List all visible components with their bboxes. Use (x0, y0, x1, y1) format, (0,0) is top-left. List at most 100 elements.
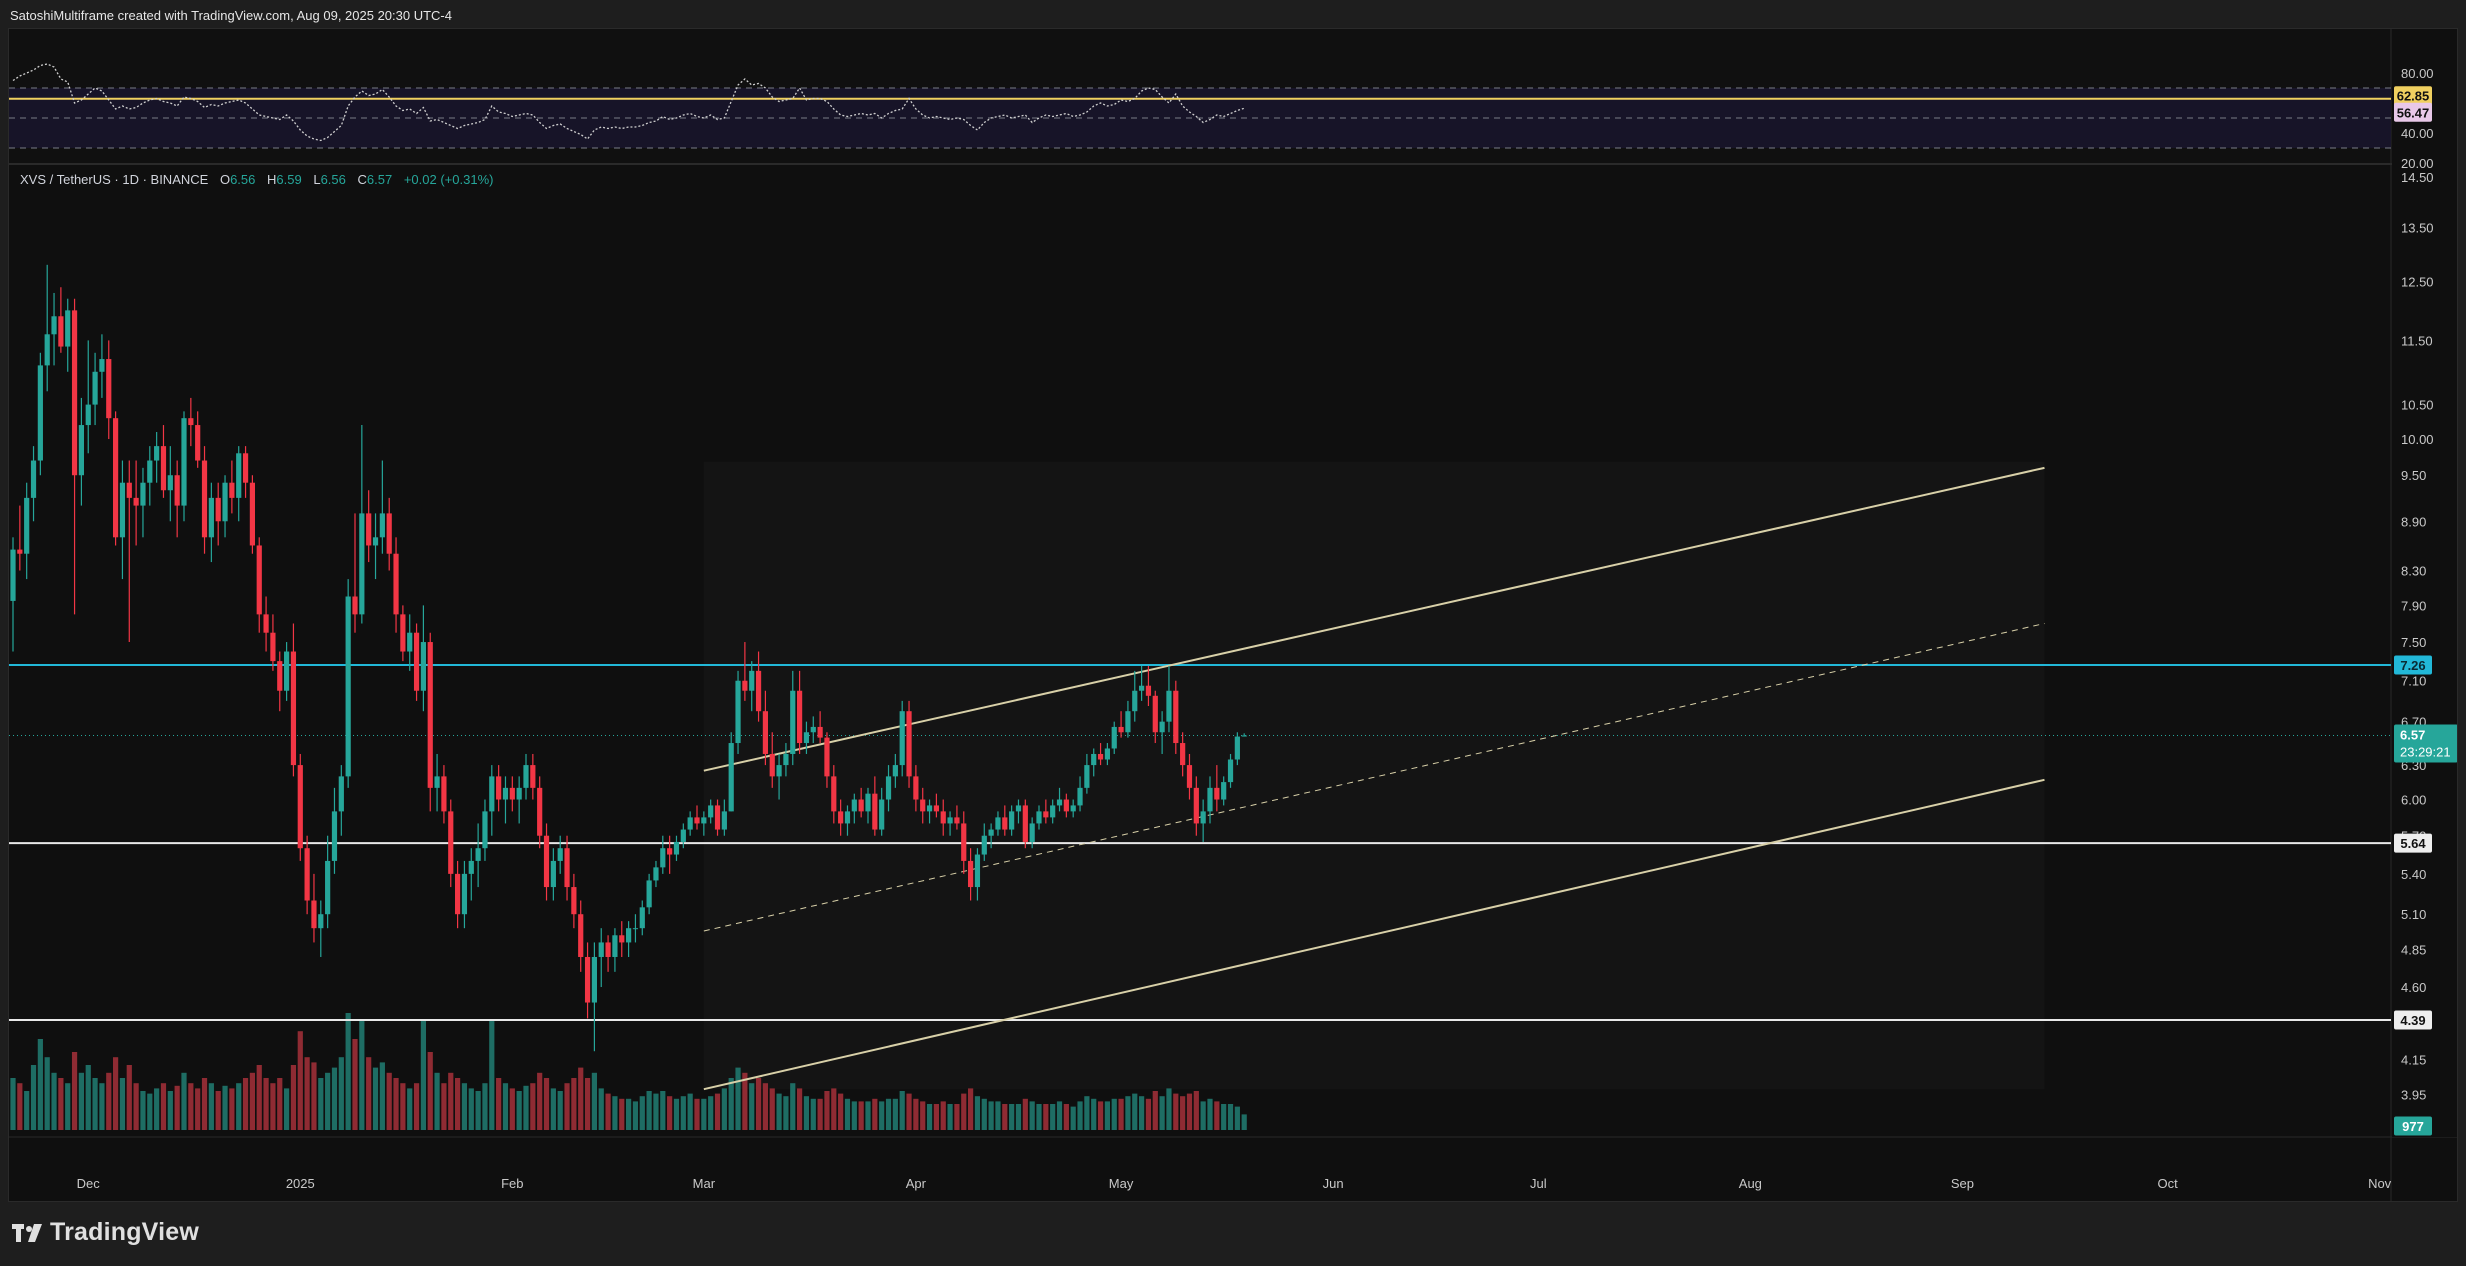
volume-bar (366, 1057, 372, 1130)
candle-body (222, 482, 228, 522)
volume-bar (831, 1088, 837, 1130)
candle-body (372, 537, 379, 546)
tradingview-logo-icon (12, 1223, 42, 1242)
candle-body (1091, 753, 1097, 766)
volume-bar (461, 1083, 468, 1130)
volume-bar (899, 1091, 905, 1130)
volume-bar (1036, 1104, 1042, 1130)
candle-body (913, 776, 919, 800)
volume-bar (920, 1101, 926, 1130)
volume-bar (400, 1083, 406, 1130)
candle-body (407, 632, 413, 652)
volume-bar (639, 1096, 645, 1130)
price-tick-label: 10.50 (2401, 398, 2434, 413)
channel-upper-line[interactable] (703, 466, 2045, 772)
volume-bar (17, 1083, 23, 1130)
volume-bar (735, 1067, 741, 1130)
candle-body (482, 811, 488, 849)
volume-bar (530, 1083, 536, 1130)
volume-bar (940, 1101, 946, 1130)
time-tick-label: 2025 (286, 1176, 315, 1191)
volume-bar (290, 1065, 297, 1130)
rsi-yellow-badge-bg (2394, 86, 2432, 106)
candle-body (154, 446, 160, 461)
candle-body (605, 942, 611, 957)
volume-bar (564, 1083, 570, 1130)
price-tick-label: 7.50 (2401, 635, 2426, 650)
volume-bar (961, 1093, 967, 1130)
legend-row: XVS / TetherUS · 1D · BINANCE O6.56 H6.5… (20, 172, 493, 187)
volume-bar (133, 1083, 139, 1130)
volume-bar (1214, 1101, 1220, 1130)
candle-body (167, 475, 173, 491)
price-tick-label: 9.50 (2401, 468, 2426, 483)
price-tick-label: 5.40 (2401, 867, 2426, 882)
time-tick-label: Sep (1951, 1176, 1974, 1191)
candle-body (434, 776, 440, 788)
volume-bar (318, 1078, 324, 1130)
candle-body (1132, 690, 1138, 712)
volume-bar (325, 1072, 331, 1130)
volume-bar (174, 1085, 180, 1130)
price-tick-label: 8.90 (2401, 514, 2426, 529)
chart-svg[interactable]: 14.50 13.50 12.50 11.50 10.50 10.00 9.50 8.90 8.… (9, 29, 2457, 1201)
channel-median-line[interactable] (703, 622, 2045, 932)
legend-close-label: C (358, 172, 367, 187)
candle-body (776, 765, 782, 777)
volume-bar (195, 1088, 201, 1130)
volume-bar (1002, 1104, 1008, 1130)
candle-body (496, 776, 502, 800)
time-axis[interactable]: Dec 2025 Feb Mar Apr May Jun Jul Aug Sep Oct Nov (77, 1176, 2392, 1191)
candle-body (667, 848, 673, 855)
candle-body (810, 726, 816, 733)
volume-bar (345, 1013, 351, 1130)
legend-open-value: 6.56 (230, 172, 255, 187)
candle-body (345, 596, 351, 777)
volume-bar (783, 1096, 789, 1130)
candle-body (694, 817, 700, 824)
volume-bar (386, 1072, 392, 1130)
volume-bar (455, 1078, 461, 1130)
candle-body (1207, 787, 1213, 812)
chart-caption: SatoshiMultiframe created with TradingVi… (10, 8, 452, 23)
chart-panel[interactable]: 14.50 13.50 12.50 11.50 10.50 10.00 9.50 8.90 8.… (8, 28, 2458, 1202)
candle-body (899, 711, 905, 766)
candle-body (263, 614, 269, 633)
price-tick-label: 8.30 (2401, 564, 2426, 579)
volume-bar (242, 1078, 249, 1130)
drawing-lines[interactable] (9, 466, 2391, 1091)
channel-bg (703, 461, 2045, 1090)
volume-bar (578, 1067, 584, 1130)
volume-bar (441, 1083, 447, 1130)
candle-body (1234, 736, 1240, 760)
volume-bar (1221, 1104, 1227, 1130)
volume-bar (427, 1052, 433, 1130)
time-tick-label: Oct (2157, 1176, 2178, 1191)
price-axis[interactable]: 14.50 13.50 12.50 11.50 10.50 10.00 9.50 8.90 8.… (2392, 29, 2457, 1137)
candle-body (270, 632, 276, 662)
volume-bar (229, 1088, 235, 1130)
volume-bar (1159, 1096, 1165, 1130)
candle-body (783, 753, 789, 766)
rsi-panel (9, 63, 2391, 149)
volume-bar (297, 1031, 303, 1130)
candle-body (735, 680, 741, 744)
candle-body (160, 446, 167, 491)
candle-body (208, 497, 214, 538)
candle-body (920, 799, 926, 812)
volume-bar (769, 1088, 775, 1130)
candle-body (632, 928, 639, 930)
volume-bar (954, 1104, 960, 1130)
volume-bar (974, 1096, 981, 1130)
volume-bar (509, 1088, 515, 1130)
candle-body (988, 829, 994, 836)
candle-body (1193, 787, 1199, 824)
volume-bar (1139, 1096, 1145, 1130)
time-tick-label: Feb (501, 1176, 523, 1191)
channel-lower-line[interactable] (703, 778, 2045, 1091)
candle-body (687, 817, 693, 830)
candle-body (1221, 782, 1227, 800)
rsi-tick-label: 40.00 (2401, 126, 2434, 141)
tradingview-logo[interactable]: TradingView (12, 1218, 199, 1247)
candle-body (195, 425, 201, 461)
